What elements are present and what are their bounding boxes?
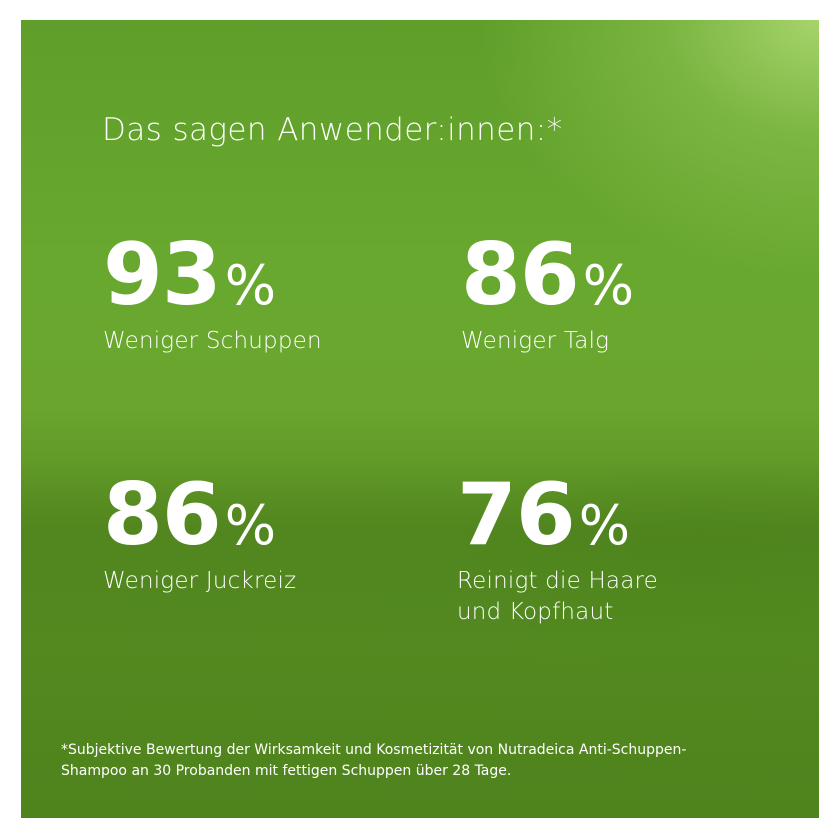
stat-unit: % (224, 254, 276, 317)
stat-number: 76 (457, 465, 576, 565)
stat-unit: % (578, 494, 630, 557)
stat-label-line: Reinigt die Haare (457, 568, 659, 594)
stat-label: Weniger Juckreiz (103, 566, 296, 597)
stat-label-line: Weniger Juckreiz (103, 568, 297, 594)
footnote-line: *Subjektive Bewertung der Wirksamkeit un… (61, 742, 687, 758)
stat-value: 86% (461, 232, 634, 318)
stat-unit: % (224, 494, 276, 557)
stat-value: 93% (103, 232, 322, 318)
page-title: Das sagen Anwender:innen:* (102, 112, 563, 148)
stat-label-line: Weniger Talg (461, 328, 610, 354)
stat-number: 86 (461, 225, 580, 325)
stat-cleans-hair-scalp: 76% Reinigt die Haare und Kopfhaut (457, 472, 658, 628)
stat-value: 76% (457, 472, 658, 558)
stat-label-line: Weniger Schuppen (103, 328, 322, 354)
stat-label: Weniger Schuppen (103, 326, 322, 357)
stat-less-sebum: 86% Weniger Talg (461, 232, 634, 357)
stat-label: Reinigt die Haare und Kopfhaut (457, 566, 658, 628)
stat-number: 93 (103, 225, 222, 325)
stat-label-line: und Kopfhaut (457, 598, 614, 625)
stat-less-itching: 86% Weniger Juckreiz (103, 472, 296, 597)
stat-value: 86% (103, 472, 296, 558)
stat-number: 86 (103, 465, 222, 565)
footnote-line: Shampoo an 30 Probanden mit fettigen Sch… (61, 763, 512, 779)
stat-unit: % (582, 254, 634, 317)
promo-panel: Das sagen Anwender:innen:* 93% Weniger S… (21, 20, 819, 818)
stat-label: Weniger Talg (461, 326, 633, 357)
footnote: *Subjektive Bewertung der Wirksamkeit un… (61, 740, 781, 782)
stat-less-dandruff: 93% Weniger Schuppen (103, 232, 322, 357)
